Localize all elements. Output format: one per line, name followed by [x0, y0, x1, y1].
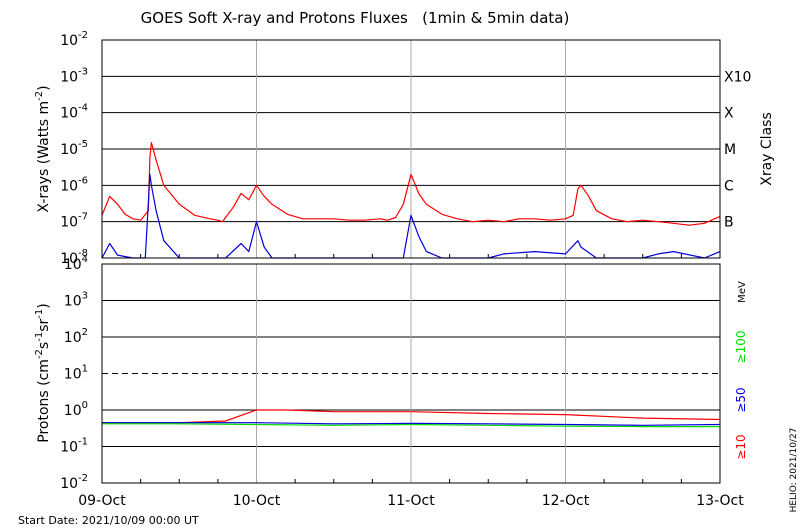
xray-panel: 10-8 10-7 10-6 10-5 10-4 10-3 10-2 B C M X X10 X-r…: [34, 30, 775, 267]
xray-series-line: [101, 142, 721, 226]
proton-y-axis-label: Protons (cm-2s-1sr-1): [34, 303, 52, 442]
energy-channel-label: ≥100: [734, 331, 748, 364]
energy-unit-label: MeV: [737, 281, 748, 303]
x-tick-label: 10-Oct: [233, 493, 281, 509]
x-tick-label: 13-Oct: [696, 493, 744, 509]
proton-y-tick-label: 101: [64, 364, 88, 383]
proton-y-tick-label: 103: [64, 291, 88, 310]
proton-series-line: [102, 423, 720, 428]
xray-y-tick-label: 10-7: [60, 212, 88, 231]
energy-channel-label: ≥50: [734, 387, 748, 412]
xray-y-tick-labels: 10-8 10-7 10-6 10-5 10-4 10-3 10-2: [60, 30, 88, 267]
xray-y-tick-label: 10-4: [60, 103, 88, 122]
proton-series-line: [102, 409, 721, 424]
xray-y-tick-label: 10-6: [60, 175, 88, 194]
proton-y-tick-label: 102: [64, 327, 88, 346]
xray-class-axis-label: Xray Class: [759, 112, 775, 186]
xray-class-label: M: [724, 142, 736, 158]
proton-gridlines: [102, 264, 720, 483]
xray-y-tick-label: 10-3: [60, 66, 88, 85]
xray-plot-frame: [101, 39, 721, 259]
xray-class-label: B: [724, 215, 734, 231]
x-tick-labels: 09-Oct 10-Oct 11-Oct 12-Oct 13-Oct: [78, 493, 744, 509]
proton-series: [102, 409, 721, 428]
proton-y-tick-label: 104: [64, 254, 88, 273]
chart-title: GOES Soft X-ray and Protons Fluxes (1min…: [141, 9, 570, 27]
proton-series-line: [102, 422, 721, 426]
xray-gridlines: [102, 40, 720, 258]
x-tick-label: 12-Oct: [542, 493, 590, 509]
proton-y-tick-labels: 10-2 10-1 100 101 102 103 104: [60, 254, 88, 492]
proton-y-tick-label: 10-2: [60, 473, 88, 492]
proton-y-tick-label: 10-1: [60, 437, 88, 456]
credit-label: HELIO: 2021/10/27: [789, 428, 799, 513]
energy-channel-label: ≥10: [734, 434, 748, 459]
xray-class-label: C: [724, 178, 734, 194]
xray-class-label: X10: [724, 69, 751, 85]
proton-energy-labels: MeV ≥100 ≥50 ≥10: [734, 281, 748, 460]
proton-y-tick-label: 100: [64, 400, 88, 419]
x-tick-label: 11-Oct: [387, 493, 435, 509]
xray-y-tick-label: 10-2: [60, 30, 88, 49]
xray-y-tick-label: 10-8: [60, 248, 88, 267]
xray-y-axis-label: X-rays (Watts m-2): [34, 85, 52, 212]
proton-panel: 10-2 10-1 100 101 102 103 104 MeV ≥100 ≥50 ≥10 Pr…: [34, 254, 748, 492]
xray-class-label: X: [724, 106, 734, 122]
xray-class-labels: B C M X X10: [724, 69, 751, 230]
xray-y-tick-label: 10-5: [60, 139, 88, 158]
x-tick-label: 09-Oct: [78, 493, 126, 509]
start-date: Start Date: 2021/10/09 00:00 UT: [18, 514, 199, 527]
proton-plot-frame: [101, 263, 721, 484]
